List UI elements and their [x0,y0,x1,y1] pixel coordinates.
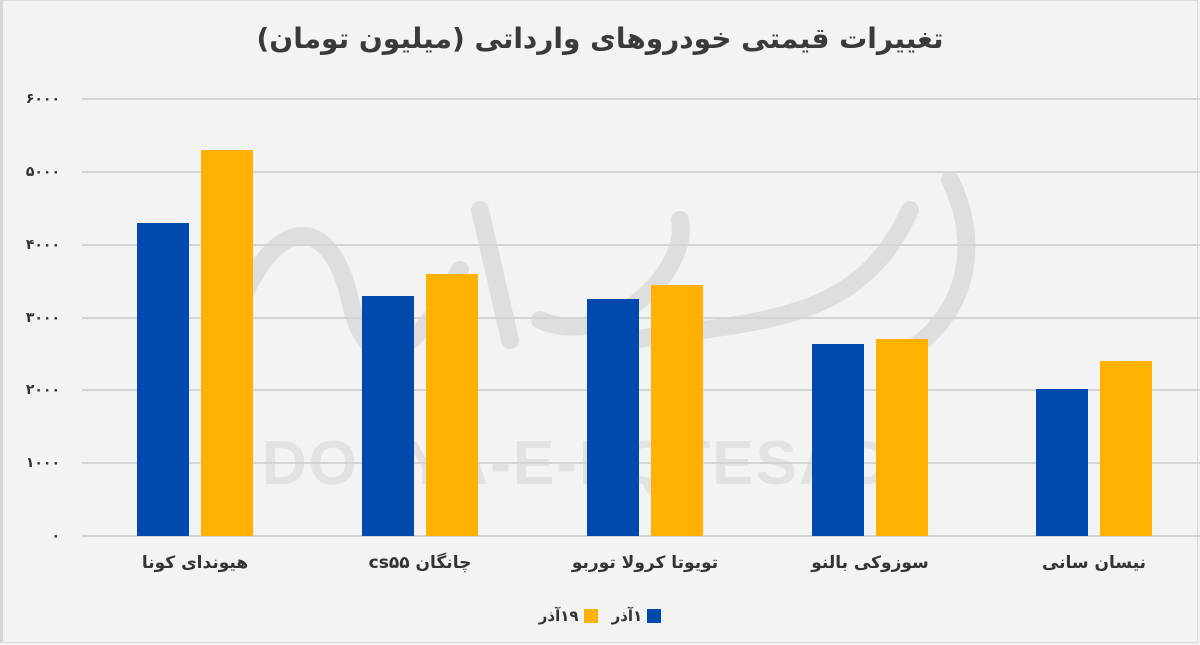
y-tick-label: ۲۰۰۰ [25,382,60,399]
y-tick-label: ۶۰۰۰ [25,91,60,107]
legend-item-series-1: ۱آذر [612,607,662,625]
legend-label-series-2: ۱۹آذر [538,607,579,625]
legend-swatch-series-2 [583,609,598,623]
bar-2 [201,149,253,536]
y-tick-label: ۰ [51,528,60,544]
gridline [82,462,1200,465]
x-category-label: هیوندای کونا [141,553,249,573]
x-category-label: تویوتا کرولا توربو [571,553,719,573]
x-category-label: چانگان cs۵۵ [368,553,472,573]
y-tick-label: ۵۰۰۰ [25,163,60,180]
plot-area [82,98,1200,537]
x-category-label: نیسان سانی [1041,553,1147,573]
gridline [82,243,1200,246]
chart-title: تغییرات قیمتی خودروهای وارداتی (میلیون ت… [256,22,944,55]
gridline [82,98,1200,100]
x-category-label: سوزوکی بالنو [811,553,929,573]
bar-1 [1036,388,1088,536]
bar-1 [362,295,414,536]
bar-2 [1100,361,1152,536]
gridline [82,170,1200,173]
legend-label-series-1: ۱آذر [611,607,643,625]
gridline [82,316,1200,319]
gridline [82,389,1200,392]
legend: ۱آذر ۱۹آذر [0,607,1200,625]
y-tick-label: ۴۰۰۰ [25,236,60,253]
bar-1 [587,299,639,536]
gridline [82,535,1200,537]
legend-item-series-2: ۱۹آذر [539,607,598,625]
bar-1 [812,343,864,536]
legend-swatch-series-1 [647,609,662,623]
bar-2 [876,339,928,536]
bar-2 [651,284,703,536]
bar-1 [137,222,189,536]
y-tick-label: ۱۰۰۰ [25,455,60,472]
y-tick-label: ۳۰۰۰ [25,309,60,326]
bar-2 [426,273,478,536]
